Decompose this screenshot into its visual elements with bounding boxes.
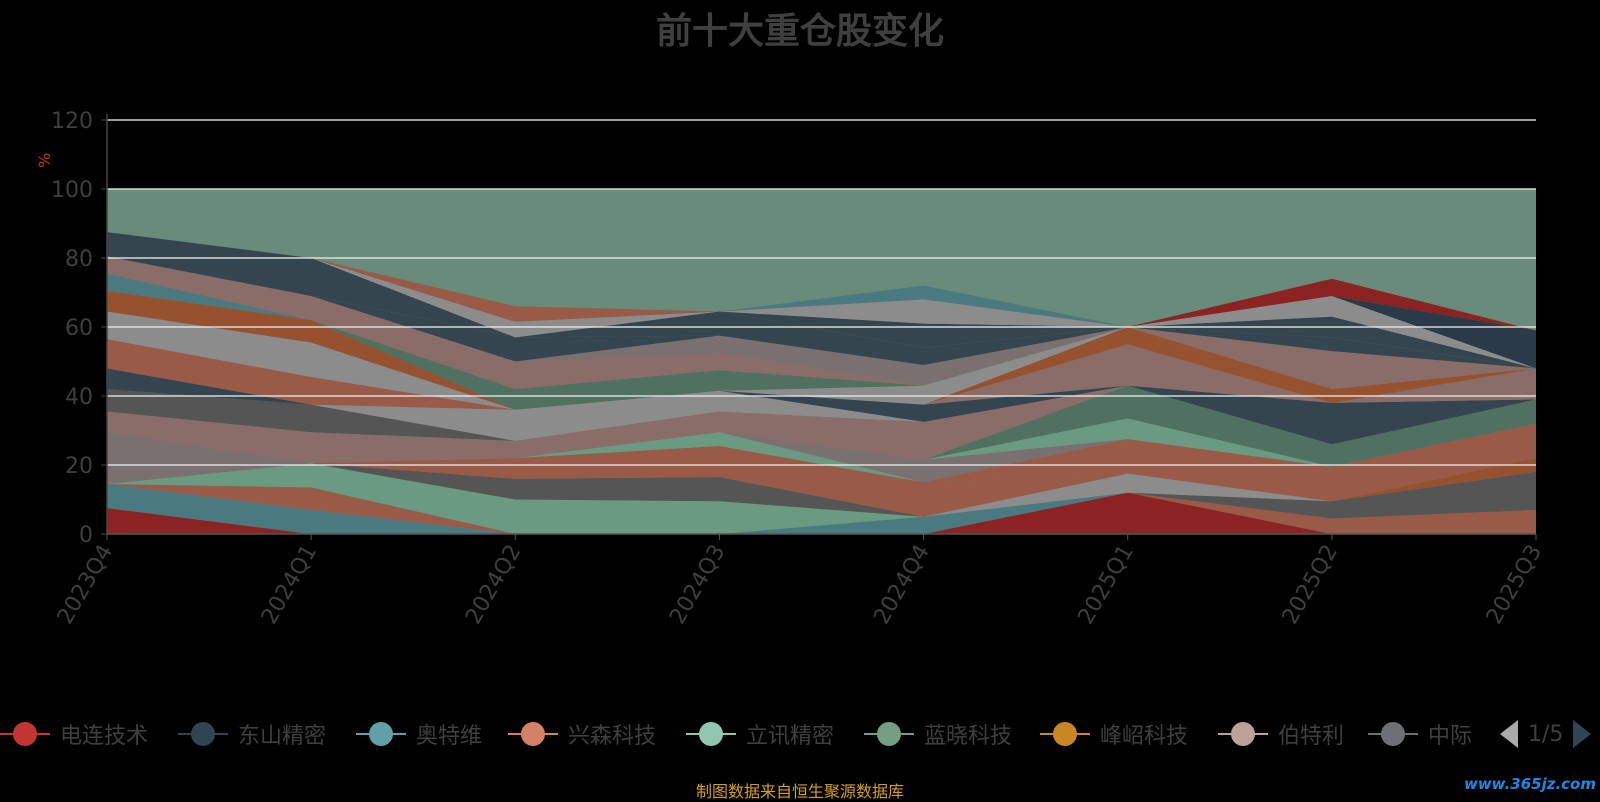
legend-overflow-clip: 中际	[1368, 716, 1482, 752]
legend-marker-icon	[864, 720, 914, 748]
legend-prev-arrow-icon[interactable]	[1500, 720, 1518, 748]
area-series-19	[107, 327, 1536, 410]
legend-item-label: 蓝晓科技	[924, 724, 1013, 749]
area-series-31	[107, 273, 1536, 410]
legend-pager: 1/5	[1500, 716, 1592, 752]
x-tick-label-2025Q2: 2025Q2	[1278, 541, 1343, 629]
legend-marker-icon	[356, 720, 406, 748]
legend-item-label: 立讯精密	[746, 724, 835, 749]
legend-item-4[interactable]: 兴森科技	[508, 716, 656, 752]
legend-item-label: 伯特利	[1278, 724, 1345, 749]
y-tick-label-120: 120	[51, 109, 93, 134]
y-tick-label-100: 100	[51, 178, 93, 203]
area-series-4	[107, 463, 1536, 534]
area-series-39	[107, 232, 1536, 369]
legend-marker-icon	[0, 720, 50, 748]
area-series-14	[107, 385, 1536, 464]
x-tick-label-2024Q4: 2024Q4	[869, 541, 934, 629]
area-series-17	[107, 368, 1536, 445]
area-series-1	[107, 492, 1536, 534]
legend-marker-icon	[508, 720, 558, 748]
area-series-13	[107, 385, 1536, 467]
legend-next-arrow-icon[interactable]	[1573, 720, 1592, 748]
y-tick-label-80: 80	[65, 247, 93, 272]
area-series-8	[107, 423, 1536, 517]
legend-marker-icon	[686, 720, 736, 748]
area-series-3	[107, 484, 1536, 534]
area-series-43	[107, 232, 1536, 369]
x-tick-label-2023Q4: 2023Q4	[53, 541, 118, 629]
legend-item-7[interactable]: 峰岹科技	[1040, 716, 1188, 752]
legend-item-6[interactable]: 蓝晓科技	[864, 716, 1012, 752]
chart-title: 前十大重仓股变化	[655, 11, 944, 52]
legend-item-9[interactable]: 中际	[1368, 716, 1472, 752]
area-series-10	[107, 423, 1536, 502]
x-tick-label-2024Q3: 2024Q3	[665, 541, 730, 629]
y-tick-label-40: 40	[65, 385, 93, 410]
legend-marker-icon	[1368, 720, 1418, 748]
y-tick-label-20: 20	[65, 454, 93, 479]
area-series-34	[107, 273, 1536, 390]
legend-item-3[interactable]: 奥特维	[356, 716, 482, 752]
x-tick-label-2025Q1: 2025Q1	[1074, 541, 1139, 629]
legend-item-label: 峰岹科技	[1100, 724, 1189, 749]
legend-marker-icon	[1218, 720, 1268, 748]
legend-marker-icon	[178, 720, 228, 748]
legend-item-label: 东山精密	[238, 724, 327, 749]
area-series-22	[107, 327, 1536, 410]
site-watermark: www.365jz.com	[1463, 775, 1596, 793]
area-series-16	[107, 385, 1536, 445]
legend-item-label: 兴森科技	[568, 724, 657, 749]
y-tick-label-60: 60	[65, 316, 93, 341]
legend-item-5[interactable]: 立讯精密	[686, 716, 834, 752]
legend-page-indicator: 1/5	[1528, 721, 1564, 747]
area-series-5	[107, 463, 1536, 519]
area-series-35	[107, 256, 1536, 390]
x-tick-label-2024Q1: 2024Q1	[257, 541, 322, 629]
x-tick-label-2024Q2: 2024Q2	[461, 541, 526, 629]
area-series-18	[107, 344, 1536, 410]
y-axis-unit-label: %	[35, 153, 54, 168]
legend-item-label: 中际	[1428, 724, 1473, 749]
area-series-9	[107, 423, 1536, 502]
area-series-45	[107, 232, 1536, 331]
area-series-36	[107, 256, 1536, 369]
area-series-33	[107, 273, 1536, 390]
legend-item-2[interactable]: 东山精密	[178, 716, 326, 752]
legend-item-1[interactable]: 电连技术	[0, 716, 148, 752]
area-series-21	[107, 327, 1536, 410]
area-series-11	[107, 423, 1536, 484]
data-source-note: 制图数据来自恒生聚源数据库	[695, 782, 904, 801]
x-tick-label-2025Q3: 2025Q3	[1482, 541, 1547, 629]
legend-item-8[interactable]: 伯特利	[1218, 716, 1344, 752]
legend-item-label: 电连技术	[60, 724, 149, 749]
y-tick-label-0: 0	[79, 523, 93, 548]
chart-legend: 电连技术 东山精密 奥特维 兴森科技 立讯精密 蓝晓科技 峰岹科技 伯特利	[0, 716, 1600, 752]
legend-item-label: 奥特维	[416, 724, 483, 749]
legend-marker-icon	[1040, 720, 1090, 748]
